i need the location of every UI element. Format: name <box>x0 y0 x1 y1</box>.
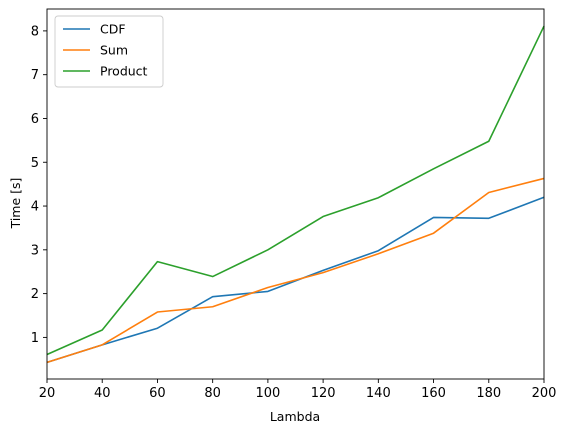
y-tick-label: 2 <box>31 287 39 302</box>
series-line-product <box>46 25 545 356</box>
y-tick-label: 7 <box>31 68 39 83</box>
axes <box>46 8 545 380</box>
legend-label-cdf: CDF <box>100 22 126 37</box>
x-tick-label: 180 <box>476 386 501 401</box>
x-tick-label: 140 <box>366 386 391 401</box>
y-axis-label: Time [s] <box>8 178 23 230</box>
x-tick-label: 200 <box>532 386 557 401</box>
y-tick-label: 5 <box>31 156 39 171</box>
y-tick-label: 4 <box>31 200 39 215</box>
x-tick-label: 160 <box>421 386 446 401</box>
plot-frame <box>46 8 545 380</box>
x-tick-label: 60 <box>149 386 166 401</box>
ticks: 20 40 60 80 100 120 140 160 180 200 1 2 3 4 5 6 7 8 <box>31 24 557 401</box>
y-tick-label: 1 <box>31 331 39 346</box>
y-tick-label: 8 <box>31 24 39 39</box>
legend-label-product: Product <box>100 64 148 79</box>
series-lines <box>46 25 545 364</box>
series-line-cdf <box>46 196 545 364</box>
x-axis-label: Lambda <box>270 409 320 424</box>
x-tick-label: 40 <box>94 386 111 401</box>
legend: CDF Sum Product <box>54 15 164 88</box>
legend-box <box>54 15 164 88</box>
series-line-sum <box>46 177 545 364</box>
legend-label-sum: Sum <box>100 43 128 58</box>
x-tick-label: 120 <box>311 386 336 401</box>
x-tick-label: 100 <box>255 386 280 401</box>
y-tick-label: 6 <box>31 112 39 127</box>
y-tick-label: 3 <box>31 243 39 258</box>
x-tick-label: 80 <box>204 386 221 401</box>
x-tick-label: 20 <box>39 386 56 401</box>
